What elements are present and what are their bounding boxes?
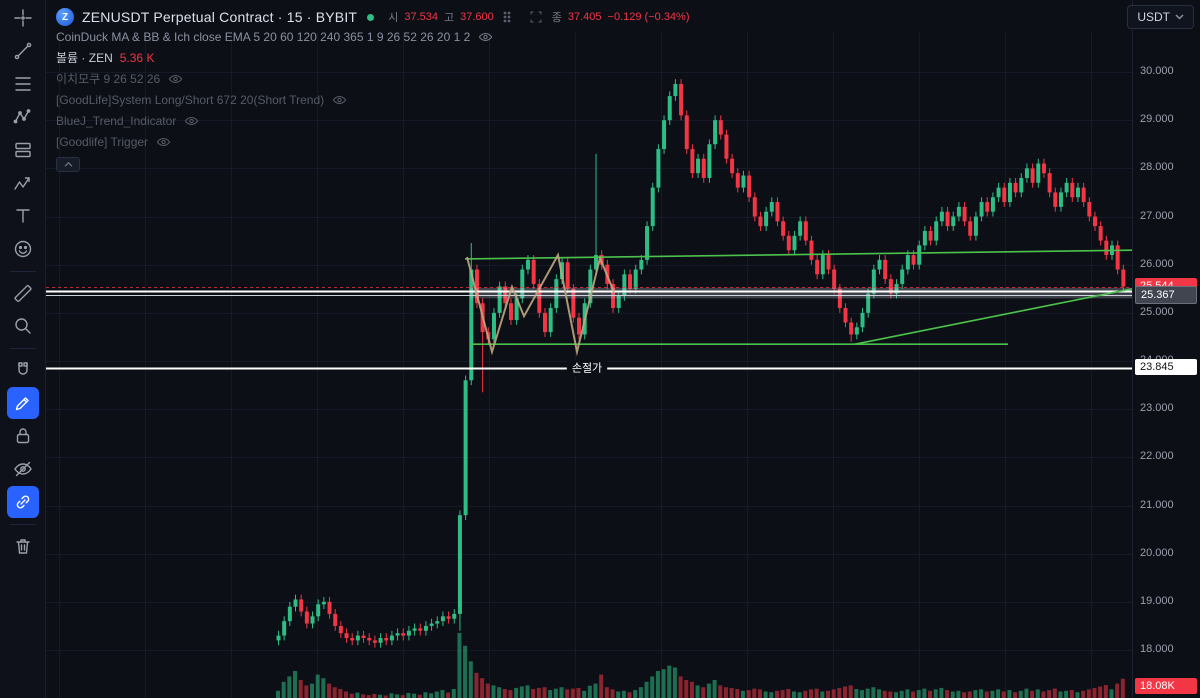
symbol-header: Z ZENUSDT Perpetual Contract · 15 · BYBI… <box>46 0 1200 34</box>
symbol-logo-icon: Z <box>56 8 74 26</box>
legend-collapse-button[interactable] <box>56 157 80 172</box>
indicator-row-coinduck[interactable]: CoinDuck MA & BB & Ich close EMA 5 20 60… <box>56 26 494 47</box>
price-axis-label: 22.000 <box>1140 450 1174 463</box>
long-short-position-tool[interactable] <box>7 134 39 166</box>
indicator-title: [Goodlife] Trigger <box>56 134 149 149</box>
close-value: 37.405 <box>567 11 602 23</box>
high-value: 37.600 <box>460 11 494 23</box>
visibility-icon[interactable] <box>167 72 184 86</box>
trend-line-icon <box>14 42 31 60</box>
price-badge-volume: 18.08K <box>1135 678 1197 694</box>
close-label: 종 <box>551 12 562 24</box>
chevron-down-icon <box>1175 14 1184 20</box>
link-icon <box>16 495 29 509</box>
forecast-icon <box>13 177 30 190</box>
price-axis-label: 25.000 <box>1140 305 1174 318</box>
visibility-icon[interactable] <box>477 30 494 44</box>
volume-title: 볼륨 · ZEN <box>56 51 113 65</box>
volume-value: 5.36 K <box>119 50 155 65</box>
price-axis-label: 21.000 <box>1140 498 1174 511</box>
change-value: −0.129 (−0.34%) <box>607 11 690 23</box>
indicator-row-volume[interactable]: 볼륨 · ZEN 5.36 K <box>56 47 494 68</box>
chevron-up-icon <box>64 161 72 167</box>
indicator-row-ichimoku[interactable]: 이치모쿠 9 26 52 26 <box>56 68 494 89</box>
indicator-legend: CoinDuck MA & BB & Ich close EMA 5 20 60… <box>56 26 494 172</box>
price-axis-label: 30.000 <box>1140 65 1174 77</box>
price-axis-label: 28.000 <box>1140 161 1174 174</box>
toolbar-separator <box>9 348 36 349</box>
close-readout: 종 37.405 −0.129 (−0.34%) <box>552 9 690 25</box>
currency-selector[interactable]: USDT <box>1127 5 1194 29</box>
drawing-mode-tool[interactable] <box>6 387 39 419</box>
price-axis[interactable]: 30.00029.00028.00027.00026.00025.00024.0… <box>1132 0 1200 698</box>
indicator-title: [GoodLife]System Long/Short 672 20(Short… <box>56 92 325 107</box>
trash-icon <box>15 539 30 554</box>
sync-drawings-tool[interactable] <box>6 486 39 518</box>
visibility-icon[interactable] <box>183 114 200 128</box>
currency-label: USDT <box>1137 10 1170 24</box>
price-badge-dark: 25.367 <box>1135 286 1197 305</box>
hide-all-drawings-tool[interactable] <box>7 453 39 485</box>
connection-status-icon <box>367 13 375 21</box>
fib-retracement-icon <box>14 77 31 91</box>
visibility-icon[interactable] <box>155 135 172 149</box>
indicator-title: BlueJ_Trend_Indicator <box>56 113 177 128</box>
toolbar-separator <box>9 524 36 525</box>
text-tool[interactable] <box>7 200 39 232</box>
magnifier-icon <box>14 318 31 334</box>
ohlc-readout: 시 37.534 고 37.600 <box>388 9 494 25</box>
xabcd-pattern-icon <box>13 109 30 124</box>
candlestick-chart[interactable] <box>46 32 1132 698</box>
indicator-title: CoinDuck MA & BB & Ich close EMA 5 20 60… <box>56 29 471 44</box>
drawing-toolbar <box>0 0 46 698</box>
crosshair-icon <box>13 9 32 27</box>
magnet-icon <box>17 362 28 375</box>
forecast-tool[interactable] <box>7 167 39 199</box>
chart-area[interactable] <box>46 32 1132 698</box>
indicator-row-goodlife-trigger[interactable]: [Goodlife] Trigger <box>56 131 494 152</box>
symbol-title[interactable]: ZENUSDT Perpetual Contract · 15 · BYBIT <box>82 9 358 25</box>
xabcd-pattern-tool[interactable] <box>7 101 39 133</box>
indicator-row-goodlife-system[interactable]: [GoodLife]System Long/Short 672 20(Short… <box>56 89 494 110</box>
lock-icon <box>16 428 29 444</box>
indicator-row-bluej-trend[interactable]: BlueJ_Trend_Indicator <box>56 110 494 131</box>
price-axis-label: 18.000 <box>1140 643 1174 656</box>
crosshair-tool[interactable] <box>7 2 39 34</box>
open-label: 시 <box>388 12 399 24</box>
price-axis-label: 27.000 <box>1140 209 1174 222</box>
remove-objects-tool[interactable] <box>7 530 39 562</box>
long-short-position-icon <box>14 142 31 158</box>
price-axis-label: 26.000 <box>1140 257 1174 270</box>
price-badge-light: 23.845 <box>1135 359 1197 376</box>
pencil-icon <box>15 397 29 411</box>
text-icon <box>15 209 30 223</box>
open-value: 37.534 <box>404 11 438 23</box>
zoom-tool[interactable] <box>7 310 39 342</box>
more-handle-icon[interactable] <box>502 10 512 24</box>
measure-tool[interactable] <box>7 277 39 309</box>
magnet-tool[interactable] <box>7 354 39 386</box>
high-label: 고 <box>443 12 455 24</box>
price-axis-label: 29.000 <box>1140 113 1174 126</box>
selection-icon[interactable] <box>528 9 544 25</box>
fib-retracement-tool[interactable] <box>7 68 39 100</box>
emoji-tool[interactable] <box>7 233 39 265</box>
price-axis-label: 23.000 <box>1140 402 1174 415</box>
visibility-icon[interactable] <box>331 93 348 107</box>
ruler-icon <box>13 284 32 303</box>
eye-off-icon <box>13 461 32 477</box>
price-axis-label: 19.000 <box>1140 594 1174 607</box>
trend-line-tool[interactable] <box>7 35 39 67</box>
price-axis-label: 20.000 <box>1140 546 1174 559</box>
toolbar-separator <box>9 271 36 272</box>
indicator-title: 이치모쿠 9 26 52 26 <box>56 72 161 86</box>
lock-all-drawings-tool[interactable] <box>7 420 39 452</box>
emoji-icon <box>14 240 31 258</box>
